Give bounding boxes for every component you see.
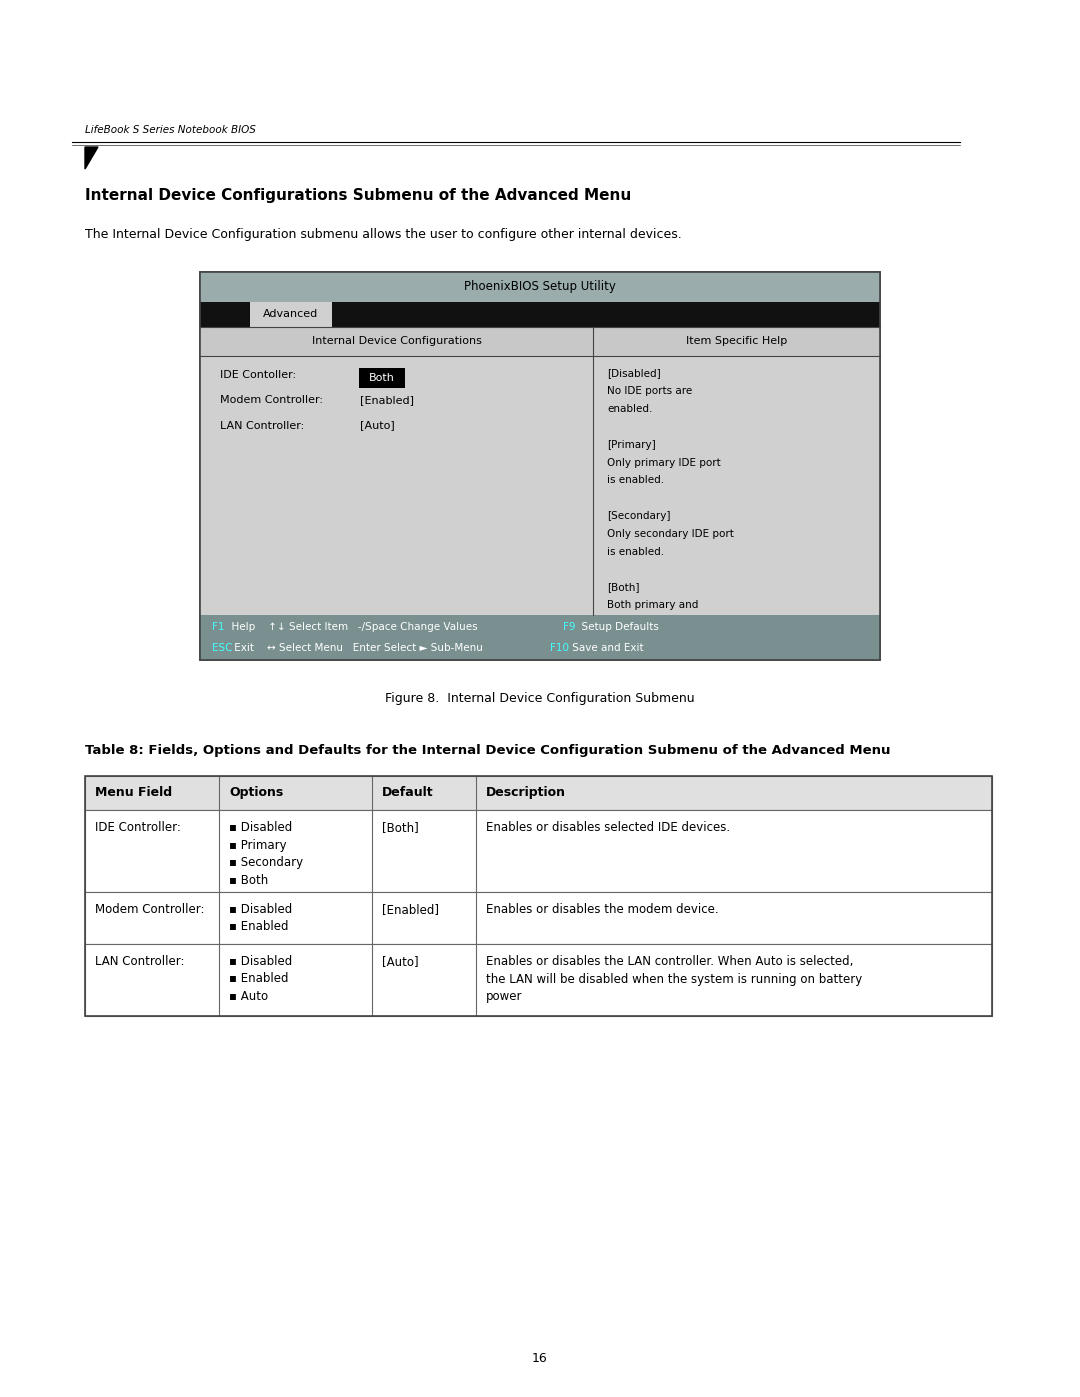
Bar [200, 615, 880, 659]
Text: ▪ Auto: ▪ Auto [229, 990, 268, 1003]
Text: ▪ Enabled: ▪ Enabled [229, 972, 288, 985]
Text: Default: Default [381, 787, 433, 799]
Text: Both: Both [369, 373, 395, 383]
Text: Enables or disables the LAN controller. When Auto is selected,: Enables or disables the LAN controller. … [486, 956, 853, 968]
Text: [Disabled]: [Disabled] [607, 369, 661, 379]
Text: ▪ Both: ▪ Both [229, 873, 269, 887]
Text: Advanced: Advanced [264, 309, 319, 320]
Bar [200, 327, 880, 615]
Text: IDE Contoller:: IDE Contoller: [220, 369, 296, 380]
Text: the LAN will be disabled when the system is running on battery: the LAN will be disabled when the system… [486, 972, 862, 985]
Bar [85, 809, 993, 891]
Text: is enabled.: is enabled. [607, 475, 664, 485]
Bar [200, 272, 880, 659]
Bar [200, 272, 880, 302]
Text: [Auto]: [Auto] [360, 420, 395, 430]
Bar [200, 302, 880, 327]
Text: Menu Field: Menu Field [95, 787, 172, 799]
Text: F9: F9 [563, 622, 575, 631]
Text: Help    ↑↓ Select Item   -/Space Change Values: Help ↑↓ Select Item -/Space Change Value… [225, 622, 497, 631]
Text: F10: F10 [550, 643, 569, 652]
Text: [Enabled]: [Enabled] [381, 902, 438, 916]
Text: Both primary and: Both primary and [607, 599, 699, 610]
Bar [359, 367, 405, 387]
Text: Only secondary IDE port: Only secondary IDE port [607, 528, 734, 539]
Bar [85, 775, 993, 809]
Polygon shape [85, 147, 98, 169]
Text: Exit    ↔ Select Menu   Enter Select ► Sub-Menu: Exit ↔ Select Menu Enter Select ► Sub-Me… [231, 643, 492, 652]
Text: Figure 8.  Internal Device Configuration Submenu: Figure 8. Internal Device Configuration … [386, 692, 694, 705]
Text: is enabled.: is enabled. [607, 546, 664, 556]
Text: Setup Defaults: Setup Defaults [576, 622, 659, 631]
Text: [Primary]: [Primary] [607, 440, 656, 450]
Text: [Both]: [Both] [607, 583, 639, 592]
Text: ▪ Disabled: ▪ Disabled [229, 902, 293, 916]
Text: ▪ Disabled: ▪ Disabled [229, 821, 293, 834]
Text: F1: F1 [212, 622, 225, 631]
Text: Modem Controller:: Modem Controller: [220, 395, 323, 405]
Text: Only primary IDE port: Only primary IDE port [607, 457, 720, 468]
Text: The Internal Device Configuration submenu allows the user to configure other int: The Internal Device Configuration submen… [85, 228, 681, 242]
Text: ESC: ESC [212, 643, 232, 652]
Text: Modem Controller:: Modem Controller: [95, 902, 204, 916]
Text: Internal Device Configurations: Internal Device Configurations [312, 337, 482, 346]
Text: 16: 16 [532, 1352, 548, 1365]
Text: power: power [486, 990, 523, 1003]
Bar [85, 775, 993, 1016]
Text: [Enabled]: [Enabled] [360, 395, 414, 405]
Text: LAN Controller:: LAN Controller: [95, 956, 185, 968]
Text: Enables or disables selected IDE devices.: Enables or disables selected IDE devices… [486, 821, 730, 834]
Text: Table 8: Fields, Options and Defaults for the Internal Device Configuration Subm: Table 8: Fields, Options and Defaults fo… [85, 745, 891, 757]
Text: enabled.: enabled. [607, 404, 652, 414]
Text: [Auto]: [Auto] [381, 956, 418, 968]
Text: Item Specific Help: Item Specific Help [686, 337, 787, 346]
Bar [200, 272, 880, 659]
Text: [Secondary]: [Secondary] [607, 511, 671, 521]
Text: Options: Options [229, 787, 283, 799]
Bar [85, 891, 993, 943]
Text: ▪ Enabled: ▪ Enabled [229, 921, 288, 933]
Text: [Both]: [Both] [381, 821, 418, 834]
Text: Description: Description [486, 787, 566, 799]
Text: PhoenixBIOS Setup Utility: PhoenixBIOS Setup Utility [464, 281, 616, 293]
Text: LAN Controller:: LAN Controller: [220, 420, 305, 430]
Text: ▪ Disabled: ▪ Disabled [229, 956, 293, 968]
Text: ▪ Primary: ▪ Primary [229, 838, 287, 852]
Text: Save and Exit: Save and Exit [569, 643, 644, 652]
Text: IDE Controller:: IDE Controller: [95, 821, 180, 834]
Text: ▪ Secondary: ▪ Secondary [229, 856, 303, 869]
Text: Enables or disables the modem device.: Enables or disables the modem device. [486, 902, 718, 916]
Text: No IDE ports are: No IDE ports are [607, 387, 692, 397]
Bar [249, 302, 332, 327]
Bar [85, 943, 993, 1016]
Text: LifeBook S Series Notebook BIOS: LifeBook S Series Notebook BIOS [85, 124, 256, 136]
Bar [200, 327, 880, 355]
Text: Internal Device Configurations Submenu of the Advanced Menu: Internal Device Configurations Submenu o… [85, 189, 631, 203]
